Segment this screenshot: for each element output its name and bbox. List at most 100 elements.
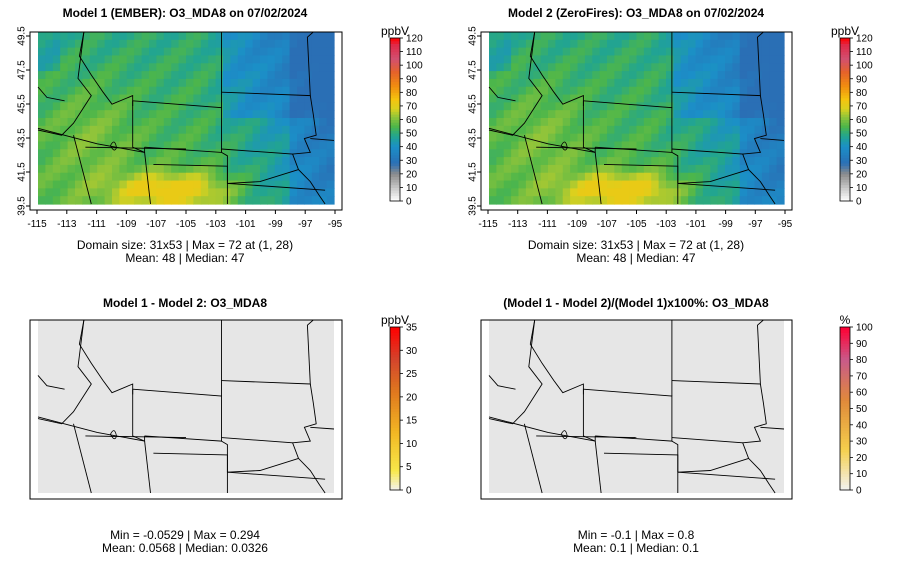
panel-4: (Model 1 - Model 2)/(Model 1)x100%: O3_M… [480,296,873,555]
field-cell [489,320,784,493]
field-cell [60,47,69,57]
field-cell [776,110,785,119]
field-cell [60,180,69,189]
field-cell [695,102,704,111]
field-cell [533,55,542,64]
field-cell [769,172,778,182]
colorbar-segment [840,473,850,477]
field-cell [621,133,630,143]
field-cell [710,141,719,150]
field-cell [503,86,512,96]
field-cell [636,110,645,119]
field-cell [688,47,697,57]
field-cell [149,86,157,96]
field-cell [215,86,224,96]
field-cell [289,164,298,174]
field-cell [304,141,313,150]
field-cell [252,86,261,96]
field-cell [60,118,69,127]
field-cell [548,55,556,64]
colorbar-segment [390,332,400,336]
colorbar-segment [840,149,850,153]
lake-outline [110,141,117,151]
field-cell [717,125,726,135]
state-border [153,452,228,493]
field-cell [769,102,778,111]
field-cell [193,196,202,205]
field-cell [658,86,667,96]
field-cell [104,71,113,80]
field-cell [643,118,652,127]
field-cell [52,47,61,57]
state-border [523,423,543,494]
state-border [488,31,543,136]
field-cell [658,125,667,135]
field-cell [710,71,719,80]
field-cell [673,39,682,49]
state-border [37,86,65,102]
field-cell [149,172,157,182]
field-cell [311,71,320,80]
field-cell [245,39,254,49]
field-cell [496,141,505,150]
field-cell [739,118,748,127]
field-cell [518,110,527,119]
colorbar-segment [840,192,850,197]
field-cell [237,63,246,72]
field-cell [186,47,194,57]
field-cell [710,180,719,189]
field-cell [274,78,283,88]
field-cell [60,125,69,135]
field-cell [141,188,150,197]
field-cell [518,149,527,158]
field-cell [732,63,741,72]
field-cell [311,94,320,103]
field-cell [289,188,298,197]
field-cell [126,32,135,41]
x-tick-label: -95 [328,219,343,230]
field-cell [134,63,143,72]
field-cell [666,94,674,103]
field-cell [186,164,194,174]
field-cell [496,63,505,72]
field-cell [489,118,497,127]
field-cell [97,63,106,72]
field-cell [82,47,91,57]
field-cell [38,102,46,111]
field-cell [60,188,69,197]
panel-title: (Model 1 - Model 2)/(Model 1)x100%: O3_M… [503,296,769,310]
field-cell [223,71,231,80]
field-cell [614,164,623,174]
field-cell [38,157,46,166]
field-cell [673,86,682,96]
field-cell [688,78,697,88]
state-borders [488,319,785,494]
colorbar-segment [390,362,400,366]
field-cell [732,180,741,189]
colorbar-segment [390,389,400,393]
field-cell [555,196,564,205]
field-cell [230,164,239,174]
field-cell [533,125,542,135]
field-cell [710,118,719,127]
field-cell [52,118,61,127]
field-cell [186,102,194,111]
colorbar-tick-label: 100 [856,323,873,334]
field-cell [754,157,763,166]
field-cell [223,102,231,111]
field-cell [496,157,505,166]
field-cell [304,39,313,49]
field-cell [688,141,697,150]
colorbar-segment [390,114,400,118]
field-cell [89,118,98,127]
field-cell [511,141,520,150]
field-cell [732,32,741,41]
field-cell [274,47,283,57]
field-cell [666,32,674,41]
field-cell [680,78,689,88]
y-tick-label: 49.5 [468,26,479,46]
field-cell [555,102,564,111]
field-cell [511,78,520,88]
state-border [671,148,776,205]
field-cell [319,118,328,127]
